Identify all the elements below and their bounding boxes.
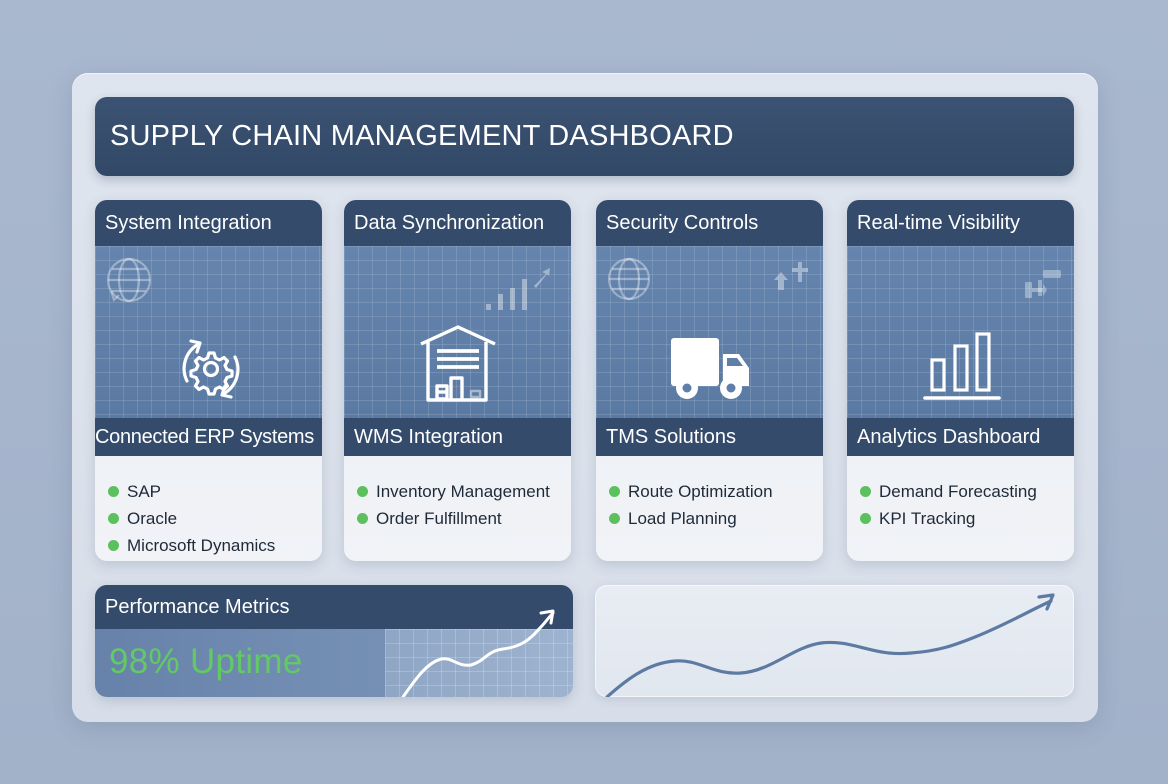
warehouse-icon (420, 325, 496, 402)
status-dot-icon (609, 513, 620, 524)
card-title: Real-time Visibility (847, 200, 1074, 246)
card-title: Data Synchronization (344, 200, 571, 246)
card-item-list: Inventory Management Order Fulfillment (344, 456, 571, 532)
trend-chart-panel[interactable] (595, 585, 1074, 697)
card-visual (596, 246, 823, 418)
dashboard-panel: SUPPLY CHAIN MANAGEMENT DASHBOARD System… (72, 73, 1098, 722)
gear-sync-icon (182, 339, 240, 399)
globe-icon (607, 257, 651, 301)
dashboard-header: SUPPLY CHAIN MANAGEMENT DASHBOARD (95, 97, 1074, 176)
trend-up-arrow-icon (401, 609, 555, 697)
card-subtitle: Analytics Dashboard (847, 418, 1074, 456)
trend-line-arrow-icon (605, 593, 1055, 697)
globe-icon (106, 257, 152, 303)
card-title: Security Controls (596, 200, 823, 246)
list-item: KPI Tracking (860, 505, 1074, 532)
list-item: Order Fulfillment (357, 505, 571, 532)
list-item: Demand Forecasting (860, 478, 1074, 505)
card-subtitle: WMS Integration (344, 418, 571, 456)
bar-chart-icon (923, 332, 1001, 400)
card-visual (344, 246, 571, 418)
card-subtitle: Connected ERP Systems (95, 418, 322, 456)
card-data-synchronization[interactable]: Data Synchronization WMS Integration In (344, 200, 571, 561)
card-title: System Integration (95, 200, 322, 246)
list-item: Load Planning (609, 505, 823, 532)
status-dot-icon (108, 513, 119, 524)
status-dot-icon (860, 486, 871, 497)
uptime-value: 98% Uptime (109, 642, 303, 681)
status-dot-icon (860, 513, 871, 524)
status-dot-icon (357, 486, 368, 497)
truck-icon (671, 338, 749, 399)
status-dot-icon (357, 513, 368, 524)
upload-arrows-icon (774, 262, 808, 290)
card-subtitle: TMS Solutions (596, 418, 823, 456)
list-item: SAP (108, 478, 322, 505)
page-title: SUPPLY CHAIN MANAGEMENT DASHBOARD (110, 120, 734, 152)
status-dot-icon (609, 486, 620, 497)
card-item-list: SAP Oracle Microsoft Dynamics (95, 456, 322, 559)
status-dot-icon (108, 540, 119, 551)
growth-bars-icon (486, 268, 550, 310)
list-item: Microsoft Dynamics (108, 532, 322, 559)
status-dot-icon (108, 486, 119, 497)
flow-arrows-icon (1025, 270, 1061, 298)
card-item-list: Demand Forecasting KPI Tracking (847, 456, 1074, 532)
grid-background (385, 629, 573, 697)
list-item: Inventory Management (357, 478, 571, 505)
card-real-time-visibility[interactable]: Real-time Visibility Analytics Dashboard… (847, 200, 1074, 561)
performance-title: Performance Metrics (95, 585, 573, 629)
card-security-controls[interactable]: Security Controls TMS Solut (596, 200, 823, 561)
card-visual (95, 246, 322, 418)
card-item-list: Route Optimization Load Planning (596, 456, 823, 532)
list-item: Route Optimization (609, 478, 823, 505)
card-visual (847, 246, 1074, 418)
performance-metrics-card[interactable]: Performance Metrics 98% Uptime (95, 585, 573, 697)
card-system-integration[interactable]: System Integration Connected ERP Systems… (95, 200, 322, 561)
list-item: Oracle (108, 505, 322, 532)
